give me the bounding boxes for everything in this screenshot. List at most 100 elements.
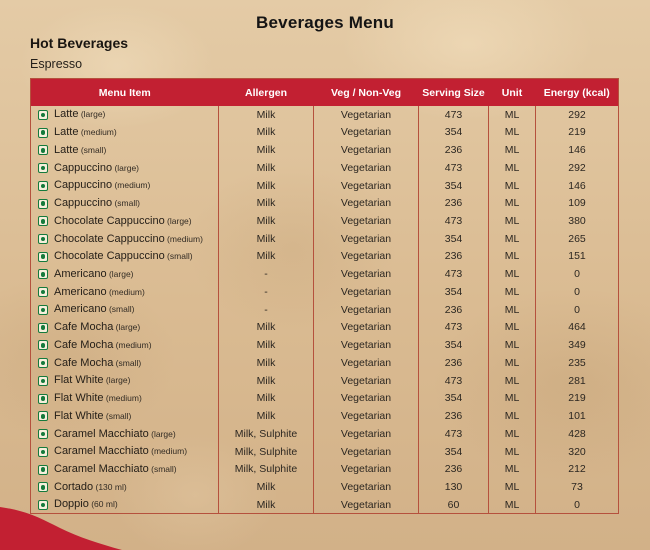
allergen-cell: Milk [218, 123, 314, 142]
unit-cell: ML [488, 212, 536, 231]
menu-item-variant: (medium) [103, 393, 142, 404]
energy-cell: 151 [535, 247, 619, 266]
unit-cell: ML [488, 194, 536, 213]
menu-item-name: Caramel Macchiato (medium) [54, 445, 188, 458]
veg-icon [38, 393, 48, 404]
veg-icon [38, 163, 48, 174]
serving-size-cell: 236 [418, 141, 489, 160]
energy-cell: 0 [535, 283, 619, 302]
menu-row: Cappuccino (small) Milk Vegetarian 236 ML 109 [31, 194, 619, 213]
menu-item-variant: (small) [113, 357, 142, 368]
energy-cell: 380 [535, 212, 619, 231]
menu-row: Chocolate Cappuccino (large) Milk Vegetari… [31, 212, 619, 231]
menu-item-cell: Doppio (60 ml) [31, 496, 219, 514]
menu-item-name: Chocolate Cappuccino (medium) [54, 232, 203, 245]
energy-cell: 146 [535, 141, 619, 160]
menu-row: Caramel Macchiato (medium) Milk, Sulphite… [31, 442, 619, 461]
menu-row: Americano (medium) - Vegetarian 354 ML 0 [31, 283, 619, 302]
menu-item-cell: Cappuccino (medium) [31, 177, 219, 195]
veg-status-cell: Vegetarian [313, 460, 419, 479]
veg-status-cell: Vegetarian [313, 318, 419, 337]
allergen-cell: Milk [218, 407, 314, 426]
serving-size-cell: 473 [418, 425, 489, 443]
energy-cell: 320 [535, 442, 619, 461]
menu-item-name: Chocolate Cappuccino (small) [54, 250, 193, 263]
allergen-cell: - [218, 301, 314, 319]
menu-item-name: Cappuccino (medium) [54, 179, 151, 192]
menu-item-variant: (small) [148, 464, 177, 475]
veg-icon [38, 411, 48, 422]
unit-cell: ML [488, 283, 536, 302]
col-header-menu-item: Menu Item [30, 78, 219, 106]
menu-item-name: Chocolate Cappuccino (large) [54, 214, 192, 227]
allergen-cell: Milk [218, 230, 314, 248]
veg-status-cell: Vegetarian [313, 247, 419, 266]
veg-status-cell: Vegetarian [313, 496, 419, 514]
menu-item-cell: Cortado (130 ml) [31, 478, 219, 496]
serving-size-cell: 354 [418, 176, 489, 195]
energy-cell: 0 [535, 265, 619, 284]
allergen-cell: Milk, Sulphite [218, 442, 314, 461]
veg-icon [38, 358, 48, 369]
menu-row: Caramel Macchiato (large) Milk, Sulphite V… [31, 425, 619, 443]
menu-row: Doppio (60 ml) Milk Vegetarian 60 ML 0 [31, 496, 619, 514]
veg-icon [38, 180, 48, 191]
menu-row: Latte (large) Milk Vegetarian 473 ML 292 [31, 106, 619, 124]
menu-item-name: Flat White (large) [54, 374, 131, 387]
menu-item-variant: (130 ml) [93, 481, 127, 492]
allergen-cell: Milk [218, 176, 314, 195]
veg-icon [38, 429, 48, 440]
unit-cell: ML [488, 354, 536, 373]
veg-status-cell: Vegetarian [313, 407, 419, 426]
allergen-cell: Milk [218, 372, 314, 390]
allergen-cell: Milk [218, 194, 314, 213]
veg-icon [38, 198, 48, 209]
veg-status-cell: Vegetarian [313, 265, 419, 284]
energy-cell: 292 [535, 159, 619, 177]
unit-cell: ML [488, 407, 536, 426]
menu-item-cell: Cappuccino (small) [31, 195, 219, 213]
menu-item-variant: (large) [78, 109, 106, 120]
menu-item-cell: Flat White (large) [31, 372, 219, 390]
header-row: Menu Item Allergen Veg / Non-Veg Serving… [30, 78, 619, 106]
menu-row: Cortado (130 ml) Milk Vegetarian 130 ML 73 [31, 478, 619, 497]
veg-icon [38, 127, 48, 138]
menu-item-name: Latte (small) [54, 143, 107, 156]
menu-row: Flat White (large) Milk Vegetarian 473 ML 281 [31, 372, 619, 390]
menu-item-cell: Latte (large) [31, 106, 219, 124]
menu-item-variant: (medium) [148, 446, 188, 457]
menu-item-variant: (large) [113, 322, 141, 333]
menu-item-cell: Americano (small) [31, 301, 219, 319]
veg-status-cell: Vegetarian [313, 336, 419, 355]
menu-item-variant: (medium) [106, 286, 145, 297]
allergen-cell: Milk [218, 389, 314, 408]
veg-icon [38, 304, 48, 315]
menu-row: Caramel Macchiato (small) Milk, Sulphite V… [31, 460, 619, 479]
menu-item-variant: (large) [148, 428, 176, 439]
allergen-cell: Milk, Sulphite [218, 460, 314, 479]
serving-size-cell: 354 [418, 442, 489, 461]
serving-size-cell: 60 [418, 496, 489, 514]
serving-size-cell: 236 [418, 407, 489, 426]
energy-cell: 219 [535, 123, 619, 142]
unit-cell: ML [488, 336, 536, 355]
energy-cell: 146 [535, 176, 619, 195]
serving-size-cell: 473 [418, 106, 489, 124]
veg-status-cell: Vegetarian [313, 230, 419, 248]
menu-row: Chocolate Cappuccino (small) Milk Vegetari… [31, 247, 619, 266]
menu-row: Latte (small) Milk Vegetarian 236 ML 146 [31, 141, 619, 160]
menu-item-cell: Caramel Macchiato (large) [31, 425, 219, 443]
menu-item-variant: (medium) [78, 127, 117, 138]
subcategory-title: Espresso [30, 57, 83, 71]
menu-item-variant: (large) [106, 268, 134, 279]
menu-table: Menu Item Allergen Veg / Non-Veg Serving… [30, 78, 619, 515]
veg-status-cell: Vegetarian [313, 478, 419, 497]
col-header-unit: Unit [488, 78, 536, 106]
allergen-cell: Milk [218, 354, 314, 373]
menu-item-cell: Americano (large) [31, 266, 219, 284]
menu-item-name: Americano (large) [54, 267, 134, 280]
veg-icon [38, 269, 48, 280]
menu-item-variant: (medium) [164, 233, 203, 244]
menu-row: Cafe Mocha (medium) Milk Vegetarian 354 ML 34… [31, 336, 619, 355]
serving-size-cell: 236 [418, 354, 489, 373]
